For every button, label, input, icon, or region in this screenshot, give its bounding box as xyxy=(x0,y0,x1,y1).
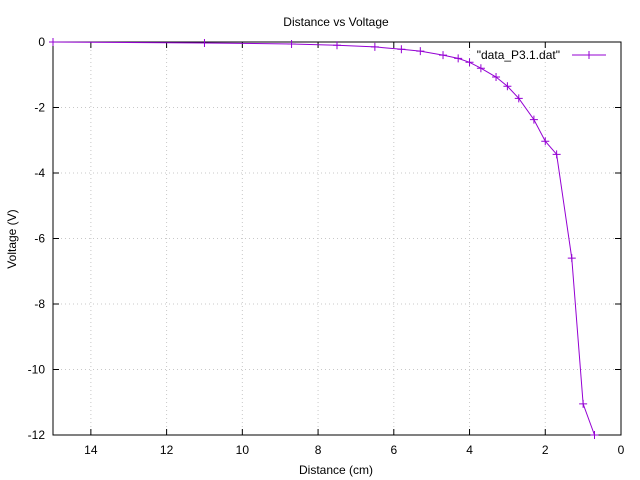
y-tick-label: -12 xyxy=(28,428,46,442)
data-point xyxy=(287,39,296,48)
x-tick-label: 14 xyxy=(84,443,98,457)
x-axis: 14 12 10 8 6 4 2 0 xyxy=(84,42,625,457)
x-tick-label: 2 xyxy=(542,443,549,457)
y-tick-label: -8 xyxy=(34,297,45,311)
x-tick-label: 0 xyxy=(618,443,625,457)
y-axis-label: Voltage (V) xyxy=(5,209,19,268)
data-point xyxy=(503,82,512,91)
legend-marker-sample xyxy=(585,51,593,59)
data-point xyxy=(552,150,561,159)
data-point xyxy=(416,47,425,56)
data-point xyxy=(579,399,588,408)
x-tick-label: 4 xyxy=(466,443,473,457)
series-layer xyxy=(49,38,599,439)
data-point xyxy=(439,51,448,60)
data-point xyxy=(529,115,538,124)
data-point xyxy=(590,431,599,439)
data-point xyxy=(541,137,550,146)
data-point xyxy=(454,54,463,63)
data-point xyxy=(492,73,501,82)
data-point xyxy=(370,42,379,51)
y-axis: 0 -2 -4 -6 -8 -10 -12 xyxy=(28,35,621,442)
grid xyxy=(53,42,621,435)
x-tick-label: 10 xyxy=(236,443,250,457)
legend-label: "data_P3.1.dat" xyxy=(477,48,560,62)
data-point xyxy=(333,41,341,50)
data-point xyxy=(514,94,523,103)
legend: "data_P3.1.dat" xyxy=(477,48,606,62)
y-tick-label: -6 xyxy=(34,232,45,246)
series-line xyxy=(52,41,595,436)
y-tick-label: -2 xyxy=(34,101,45,115)
data-point xyxy=(200,38,209,47)
data-point xyxy=(567,254,576,263)
x-tick-label: 12 xyxy=(160,443,174,457)
y-tick-label: -10 xyxy=(28,363,46,377)
y-tick-label: -4 xyxy=(34,166,45,180)
data-point xyxy=(476,64,485,73)
x-axis-label: Distance (cm) xyxy=(299,463,373,477)
data-point xyxy=(397,45,406,54)
x-tick-label: 8 xyxy=(315,443,322,457)
x-tick-label: 6 xyxy=(390,443,397,457)
data-point xyxy=(49,38,57,46)
chart-title: Distance vs Voltage xyxy=(283,15,389,29)
data-point xyxy=(465,58,474,67)
y-tick-label: 0 xyxy=(38,35,45,49)
